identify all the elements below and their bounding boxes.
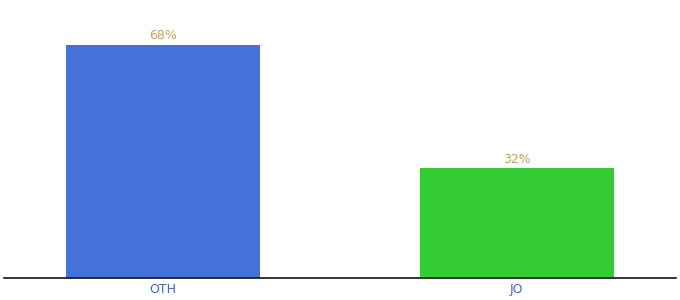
Text: 32%: 32% [503,153,530,166]
Text: 68%: 68% [150,29,177,43]
Bar [66,45,260,278]
Bar [420,168,614,278]
